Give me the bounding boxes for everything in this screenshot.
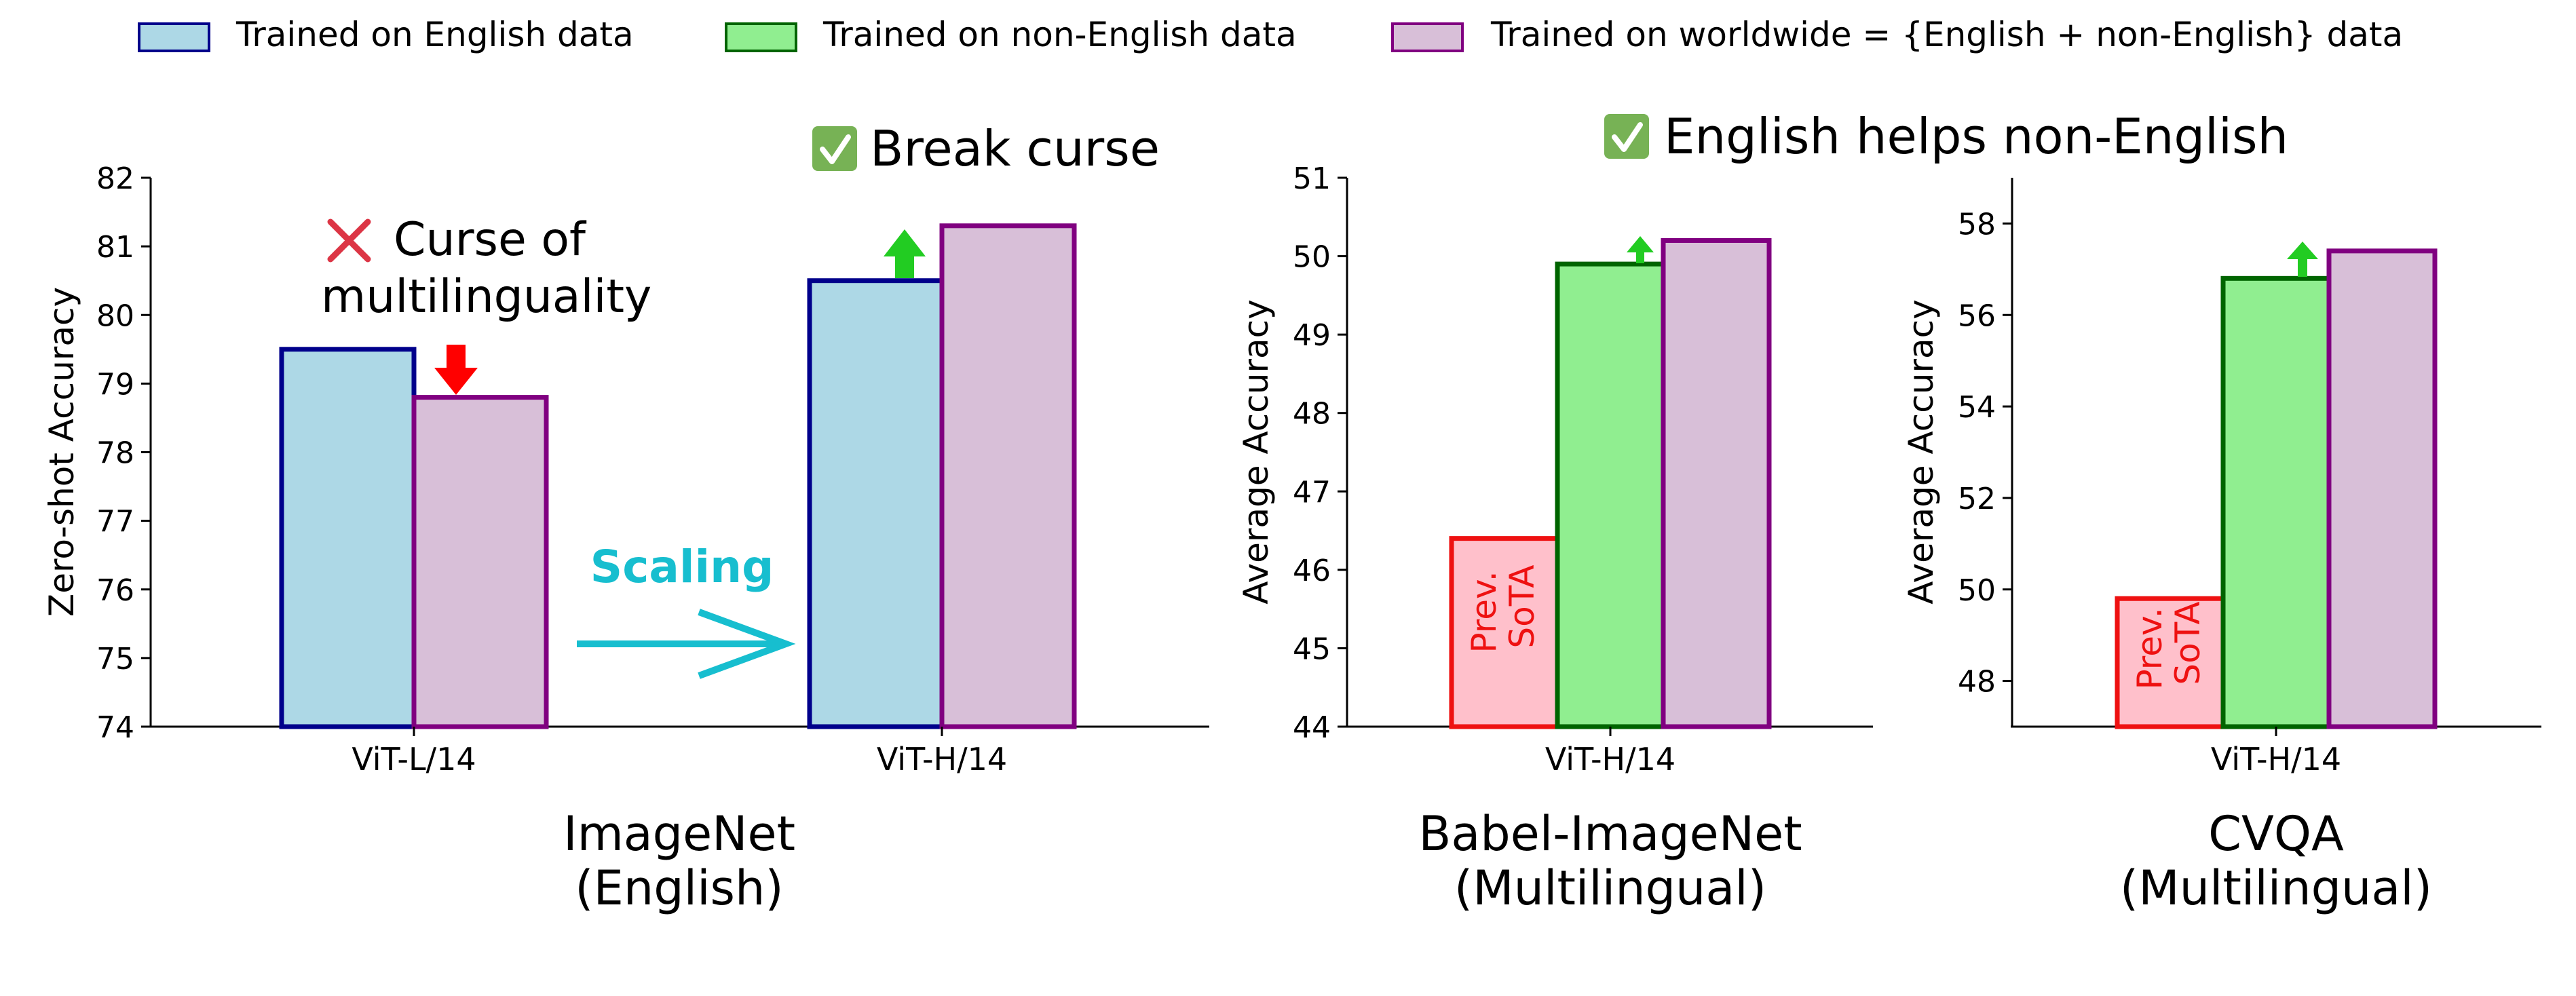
prev-sota-label: Prev. SoTA [2130,597,2208,690]
y-tick-label: 51 [1293,161,1331,196]
panel-title-imagenet: ImageNet [563,806,795,862]
y-tick-label: 58 [1958,207,1996,242]
y-tick-label: 47 [1293,475,1331,510]
up-arrow-icon [2287,242,2318,277]
y-axis-label-babel: Average Accuracy [1236,299,1276,605]
bars-imagenet [279,223,1077,729]
panel-title-babel: Babel-ImageNet [1418,806,1802,862]
panel-imagenet: 74 75 76 77 78 79 80 81 82 Zero-shot Accuracy Vi… [42,120,1209,916]
english-helps-label: English helps non-English [1664,108,2288,165]
y-tick-label: 44 [1293,710,1331,745]
y-tick-label: 50 [1958,573,1996,608]
y-tick-label: 80 [96,299,134,333]
scaling-label: Scaling [590,541,774,593]
panel-babel-imagenet: 44 45 46 47 48 49 50 51 Average Accuracy ViT-H/… [1236,108,2288,916]
x-ticks-cvqa: ViT-H/14 [2211,727,2341,778]
y-tick-label: 50 [1293,240,1331,275]
curse-label: Curse of [394,213,587,267]
y-tick-label: 52 [1958,482,1996,516]
legend-label-nonenglish: Trained on non-English data [822,15,1297,54]
x-tick-label: ViT-L/14 [352,741,476,778]
y-tick-label: 74 [96,710,134,745]
legend-swatch-worldwide [1391,22,1464,52]
bar [2326,248,2438,729]
x-ticks-babel: ViT-H/14 [1545,727,1675,778]
panel-subtitle-imagenet: (English) [575,860,783,916]
panel-subtitle-babel: (Multilingual) [1454,860,1766,916]
prev-sota-label: Prev. SoTA [1464,560,1542,653]
y-tick-label: 48 [1958,665,1996,700]
up-arrow-icon [884,229,926,278]
y-axis-label-cvqa: Average Accuracy [1901,299,1941,605]
y-axis-label-imagenet: Zero-shot Accuracy [42,287,81,617]
y-tick-label: 75 [96,642,134,676]
legend-swatch-nonenglish [725,22,797,52]
check-icon [812,126,857,171]
bar [1555,261,1666,729]
bar [807,278,945,729]
x-ticks-imagenet: ViT-L/14 ViT-H/14 [352,727,1007,778]
legend: Trained on English data Trained on non-E… [138,15,2403,54]
bar [939,223,1077,729]
y-tick-label: 54 [1958,390,1996,425]
y-tick-label: 82 [96,161,134,196]
legend-label-english: Trained on English data [235,15,634,54]
prev-sota-line2: SoTA [2168,601,2208,685]
bars-cvqa [2115,248,2438,729]
panel-subtitle-cvqa: (Multilingual) [2120,860,2432,916]
curse-label-line2: multilinguality [321,270,651,324]
bar [411,395,549,729]
y-ticks-cvqa: 48 50 52 54 56 58 [1958,207,2012,700]
prev-sota-line2: SoTA [1502,564,1542,648]
y-tick-label: 79 [96,367,134,402]
y-tick-label: 46 [1293,554,1331,588]
y-tick-label: 49 [1293,318,1331,353]
y-tick-label: 78 [96,436,134,471]
x-tick-label: ViT-H/14 [877,741,1007,778]
panel-cvqa: 48 50 52 54 56 58 Average Accuracy ViT-H/14 C… [1901,178,2541,916]
x-tick-label: ViT-H/14 [1545,741,1675,778]
panel-title-cvqa: CVQA [2208,806,2344,862]
prev-sota-line1: Prev. [1464,571,1504,653]
legend-swatch-english [138,22,210,52]
cross-icon [327,218,371,263]
x-tick-label: ViT-H/14 [2211,741,2341,778]
y-tick-label: 45 [1293,632,1331,666]
y-ticks-imagenet: 74 75 76 77 78 79 80 81 82 [96,161,151,745]
down-arrow-icon [434,345,478,395]
legend-label-worldwide: Trained on worldwide = {English + non-En… [1490,15,2403,54]
bar [279,347,417,729]
prev-sota-line1: Prev. [2130,607,2170,689]
break-curse-label: Break curse [870,120,1160,177]
y-tick-label: 81 [96,230,134,265]
bars-babel [1449,237,1772,729]
scaling-arrow-icon [577,609,796,679]
check-icon [1604,114,1649,159]
y-tick-label: 48 [1293,397,1331,432]
y-tick-label: 77 [96,505,134,539]
y-ticks-babel: 44 45 46 47 48 49 50 51 [1293,161,1347,745]
bar [1661,237,1772,729]
up-arrow-icon [1627,236,1654,263]
y-tick-label: 56 [1958,299,1996,333]
y-tick-label: 76 [96,573,134,608]
bar [2220,275,2332,729]
